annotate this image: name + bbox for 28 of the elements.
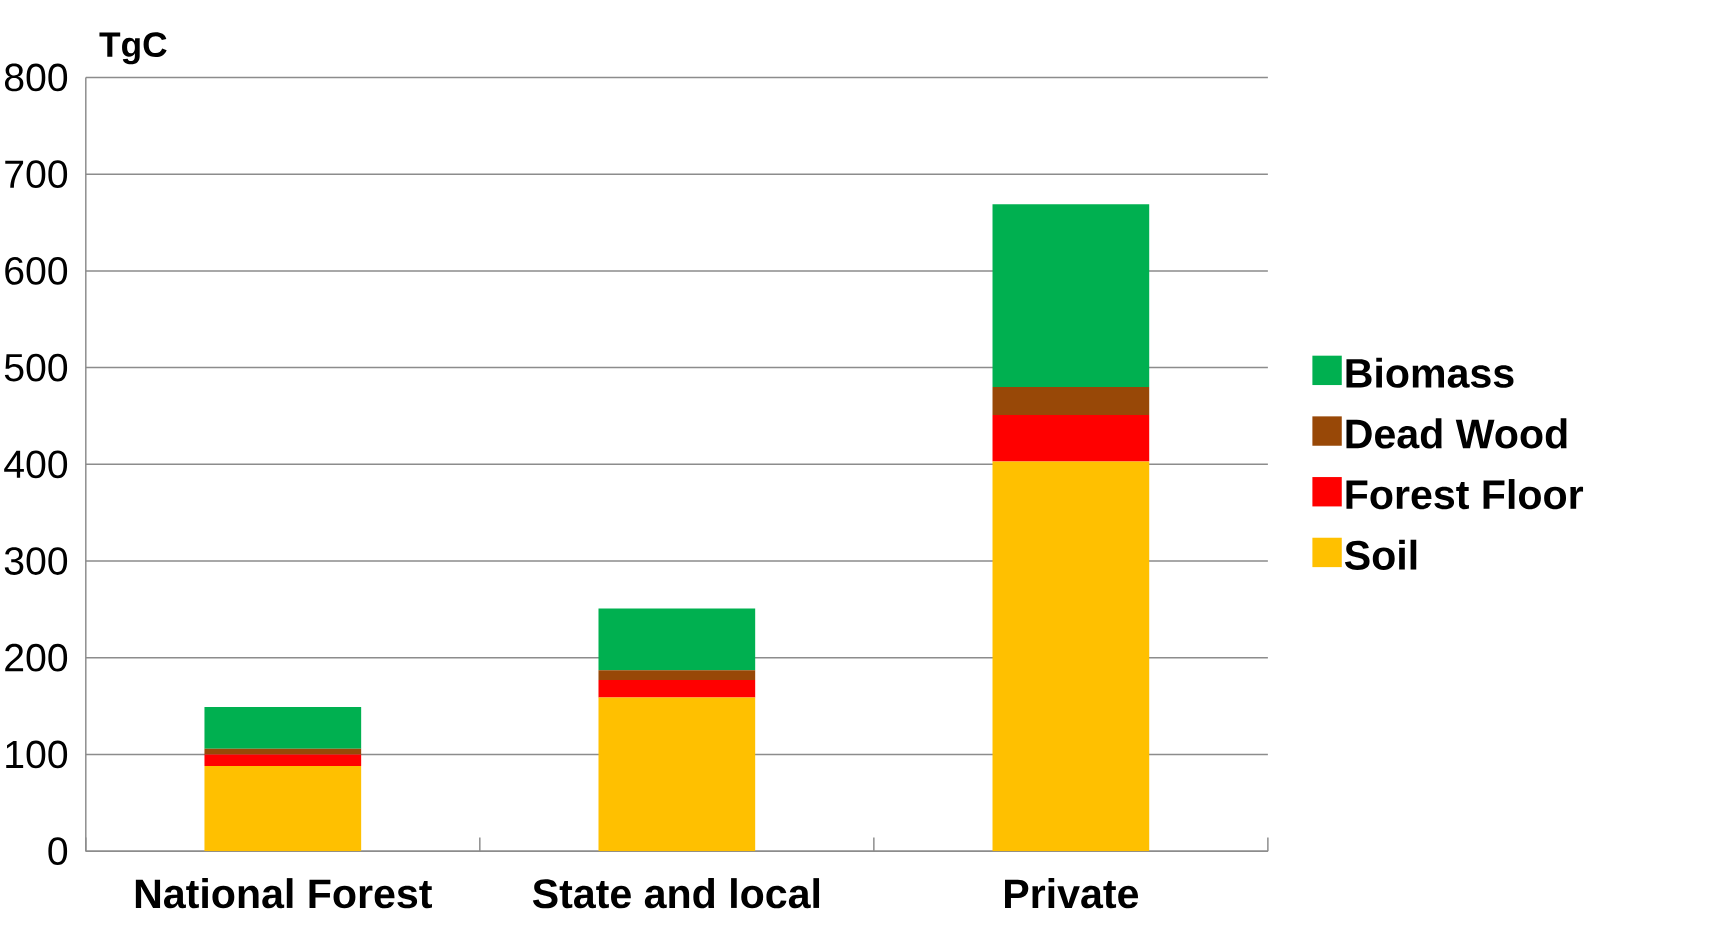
y-tick-label: 200 (5, 643, 68, 672)
bar (992, 386, 1150, 415)
bar (992, 461, 1150, 852)
legend-label: Soil (1344, 539, 1417, 570)
bar (598, 697, 756, 852)
x-tick-label: National Forest (135, 878, 432, 909)
y-axis-title: TgC (99, 32, 167, 65)
y-tick-label: 400 (4, 450, 68, 479)
bar (598, 608, 756, 671)
x-tick-label: Private (1005, 878, 1139, 909)
y-tick-label: 500 (4, 353, 68, 382)
y-tick-label: 300 (4, 547, 68, 575)
legend-label: Dead Wood (1346, 418, 1567, 449)
legend-label: Biomass (1346, 357, 1514, 388)
legend-label: Forest Floor (1346, 478, 1584, 510)
bar (204, 754, 362, 766)
bar (204, 765, 362, 852)
y-tick-label: 800 (4, 63, 68, 92)
y-tick-label: 100 (6, 740, 68, 769)
x-tick-label: State and local (532, 878, 820, 909)
y-tick-label: 600 (5, 256, 68, 285)
bar (204, 706, 362, 749)
bar (992, 414, 1150, 462)
y-tick-label: 0 (48, 837, 68, 865)
y-tick-label: 700 (5, 160, 68, 188)
bar (598, 670, 756, 680)
bar (992, 204, 1150, 387)
bar (598, 679, 756, 698)
